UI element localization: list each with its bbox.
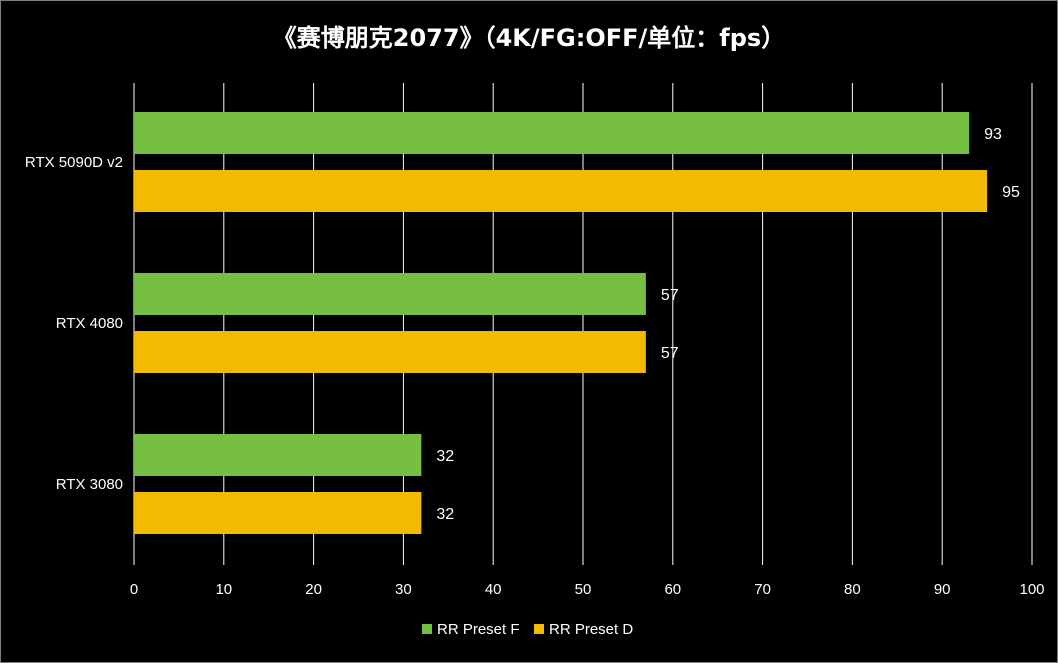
category-labels: RTX 5090D v2 RTX 4080 RTX 3080 [25,154,123,493]
x-tick-label: 20 [305,581,322,598]
bar-value-label: 57 [661,287,679,304]
bar-preset-f [134,434,422,476]
bar-value-label: 93 [984,126,1002,143]
legend-label: RR Preset D [549,621,633,638]
x-tick-label: 0 [130,581,138,598]
x-tick-label: 10 [215,581,232,598]
category-label: RTX 3080 [56,476,123,493]
category-label: RTX 5090D v2 [25,154,123,171]
legend-swatch [534,624,544,634]
bar-preset-f [134,273,646,315]
bar-value-label: 32 [436,448,454,465]
bar-preset-d [134,492,422,534]
bar-value-label: 32 [436,506,454,523]
bar-value-label: 95 [1002,184,1020,201]
x-tick-label: 30 [395,581,412,598]
x-tick-label: 80 [844,581,861,598]
bar-value-label: 57 [661,345,679,362]
bars [134,112,988,534]
grid [133,83,1033,565]
bar-preset-d [134,331,646,373]
x-tick-label: 50 [575,581,592,598]
x-tick-label: 100 [1019,581,1044,598]
legend: RR Preset F RR Preset D [422,621,633,638]
chart-title: 《赛博朋克2077》（4K/FG:OFF/单位：fps） [273,24,785,52]
legend-label: RR Preset F [437,621,520,638]
bar-preset-d [134,170,988,212]
x-tick-label: 70 [754,581,771,598]
x-tick-label: 40 [485,581,502,598]
legend-swatch [422,624,432,634]
x-tick-label: 90 [934,581,951,598]
x-axis-tick-labels: 0 10 20 30 40 50 60 70 80 90 100 [130,581,1045,598]
category-label: RTX 4080 [56,315,123,332]
x-tick-label: 60 [664,581,681,598]
bar-preset-f [134,112,970,154]
data-labels: 93 95 57 57 32 32 [436,126,1020,523]
